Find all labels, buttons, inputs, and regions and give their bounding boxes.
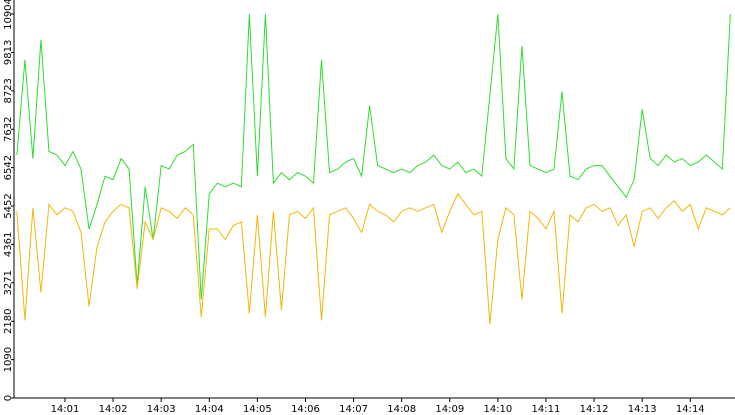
data-line: [16, 192, 731, 325]
x-tick-label: 14:07: [339, 404, 368, 415]
y-tick-label: 1090: [3, 347, 14, 372]
data-line: [16, 13, 731, 300]
y-tick-label: 7632: [3, 117, 14, 142]
x-tick-label: 14:06: [291, 404, 320, 415]
x-tick-label: 14:05: [243, 404, 272, 415]
x-tick-label: 14:02: [99, 404, 128, 415]
x-tick-label: 14:03: [147, 404, 176, 415]
x-tick-label: 14:04: [195, 404, 224, 415]
x-tick-label: 14:10: [483, 404, 512, 415]
y-tick-label: 4361: [3, 232, 14, 257]
y-tick-label: 10904: [3, 0, 14, 30]
x-tick-label: 14:12: [580, 404, 609, 415]
x-tick-label: 14:09: [435, 404, 464, 415]
y-tick-label: 0: [3, 395, 14, 401]
y-tick-label: 3271: [3, 270, 14, 295]
y-tick-label: 9813: [3, 40, 14, 65]
y-tick-label: 6542: [3, 155, 14, 180]
y-tick-label: 8723: [3, 78, 14, 103]
x-tick-label: 14:01: [51, 404, 80, 415]
x-tick-label: 14:11: [532, 404, 561, 415]
y-tick-label: 2180: [3, 309, 14, 334]
x-tick-label: 14:08: [387, 404, 416, 415]
y-tick-label: 5452: [3, 193, 14, 218]
x-tick-label: 14:14: [676, 404, 705, 415]
x-tick-label: 14:13: [628, 404, 657, 415]
